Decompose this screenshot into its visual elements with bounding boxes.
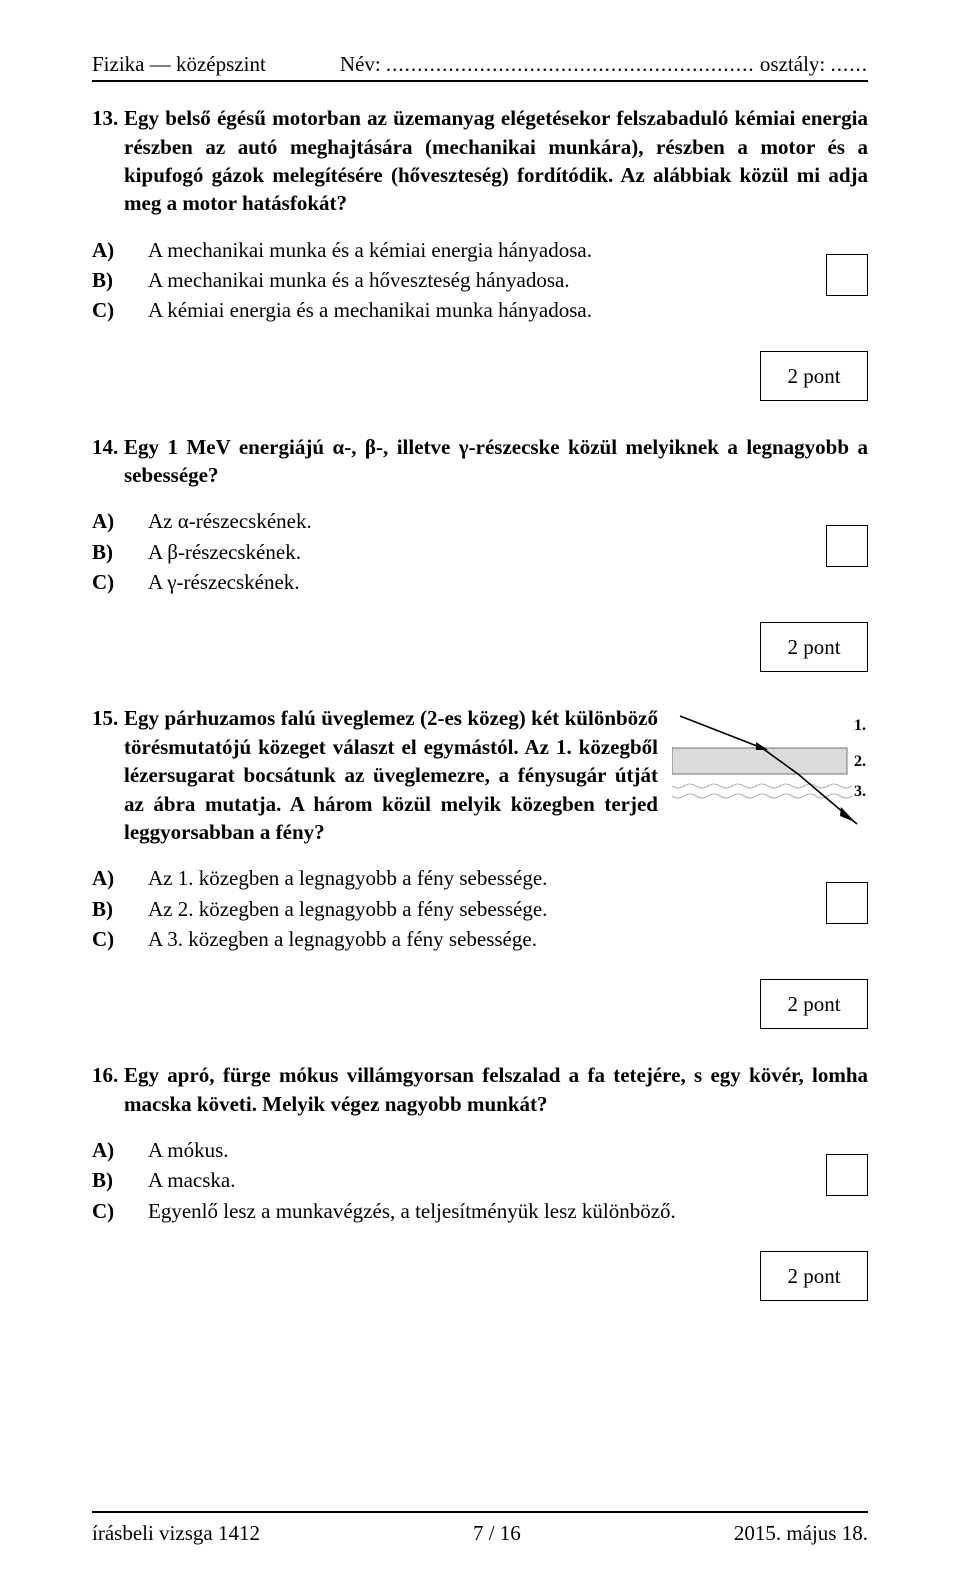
q14-B-text: A β-részecskének.	[148, 538, 868, 566]
q14-B-label: B)	[92, 538, 148, 566]
q16-score-text: 2 pont	[787, 1262, 840, 1290]
q14-A-label: A)	[92, 507, 148, 535]
q15-number: 15.	[92, 704, 124, 846]
svg-text:1.: 1.	[854, 717, 866, 734]
question-16: 16. Egy apró, fürge mókus villámgyorsan …	[92, 1061, 868, 1301]
name-label: Név:	[340, 52, 381, 76]
q15-C-text: A 3. közegben a legnagyobb a fény sebess…	[148, 925, 868, 953]
q14-score-text: 2 pont	[787, 633, 840, 661]
q14-C-text: A γ-részecskének.	[148, 568, 868, 596]
q14-number: 14.	[92, 433, 124, 490]
q13-C-label: C)	[92, 296, 148, 324]
q15-figure: 1. 2. 3.	[672, 706, 872, 836]
name-dots: ........................................…	[386, 52, 755, 76]
q16-answer-box[interactable]	[826, 1154, 868, 1196]
q16-A-text: A mókus.	[148, 1136, 868, 1164]
q14-text: Egy 1 MeV energiájú α-, β-, illetve γ-ré…	[124, 433, 868, 490]
q16-A-label: A)	[92, 1136, 148, 1164]
question-15: 15. Egy párhuzamos falú üveglemez (2-es …	[92, 704, 868, 1029]
q13-B-text: A mechanikai munka és a hőveszteség hány…	[148, 266, 868, 294]
q15-B-text: Az 2. közegben a legnagyobb a fény sebes…	[148, 895, 868, 923]
q15-score-box: 2 pont	[760, 979, 868, 1029]
class-dots: ......	[831, 52, 869, 76]
q14-answer-box[interactable]	[826, 525, 868, 567]
q16-text: Egy apró, fürge mókus villámgyorsan fels…	[124, 1061, 868, 1118]
class-label: osztály:	[760, 52, 825, 76]
q13-A-text: A mechanikai munka és a kémiai energia h…	[148, 236, 868, 264]
q15-answer-box[interactable]	[826, 882, 868, 924]
page-footer: írásbeli vizsga 1412 7 / 16 2015. május …	[92, 1511, 868, 1547]
q16-B-label: B)	[92, 1166, 148, 1194]
q13-answer-box[interactable]	[826, 254, 868, 296]
header-right: Név: ...................................…	[340, 50, 868, 78]
q16-number: 16.	[92, 1061, 124, 1118]
footer-left: írásbeli vizsga 1412	[92, 1519, 260, 1547]
q15-B-label: B)	[92, 895, 148, 923]
q15-A-label: A)	[92, 864, 148, 892]
question-14: 14. Egy 1 MeV energiájú α-, β-, illetve …	[92, 433, 868, 673]
q16-score-box: 2 pont	[760, 1251, 868, 1301]
q13-C-text: A kémiai energia és a mechanikai munka h…	[148, 296, 868, 324]
q15-score-text: 2 pont	[787, 990, 840, 1018]
footer-right: 2015. május 18.	[734, 1519, 868, 1547]
q13-B-label: B)	[92, 266, 148, 294]
q13-A-label: A)	[92, 236, 148, 264]
q16-C-text: Egyenlő lesz a munkavégzés, a teljesítmé…	[148, 1197, 868, 1225]
header-left: Fizika — középszint	[92, 50, 266, 78]
page-header: Fizika — középszint Név: ...............…	[92, 50, 868, 82]
q16-C-label: C)	[92, 1197, 148, 1225]
q15-A-text: Az 1. közegben a legnagyobb a fény sebes…	[148, 864, 868, 892]
question-13: 13. Egy belső égésű motorban az üzemanya…	[92, 104, 868, 400]
svg-text:3.: 3.	[854, 783, 866, 800]
q14-C-label: C)	[92, 568, 148, 596]
q13-text: Egy belső égésű motorban az üzemanyag el…	[124, 104, 868, 217]
q14-score-box: 2 pont	[760, 622, 868, 672]
q14-A-text: Az α-részecskének.	[148, 507, 868, 535]
q15-C-label: C)	[92, 925, 148, 953]
refraction-diagram-icon: 1. 2. 3.	[672, 706, 872, 836]
svg-text:2.: 2.	[854, 753, 866, 770]
q16-B-text: A macska.	[148, 1166, 868, 1194]
q13-score-box: 2 pont	[760, 351, 868, 401]
footer-center: 7 / 16	[473, 1519, 521, 1547]
q13-score-text: 2 pont	[787, 362, 840, 390]
q13-number: 13.	[92, 104, 124, 217]
